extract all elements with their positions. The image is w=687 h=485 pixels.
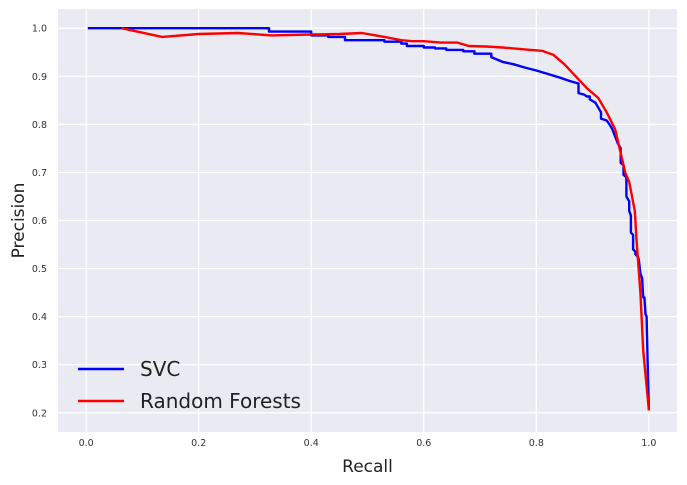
series-line-random-forests — [121, 27, 651, 411]
legend-label: SVC — [140, 357, 180, 381]
y-tick-label: 0.2 — [32, 408, 47, 419]
y-tick-label: 0.8 — [32, 120, 47, 131]
y-tick-label: 0.3 — [32, 360, 47, 371]
y-axis-label: Precision — [9, 183, 29, 259]
tick-labels: 0.0 0.2 0.4 0.6 0.8 1.0 0.2 0.3 0.4 0.5 0.6 0.7 0.8 0… — [32, 24, 657, 449]
series-lines — [87, 27, 651, 411]
x-axis-label: Recall — [342, 457, 393, 477]
y-tick-label: 0.7 — [32, 168, 47, 179]
legend: SVC Random Forests — [78, 357, 301, 413]
y-tick-label: 0.9 — [32, 72, 47, 83]
y-tick-label: 0.5 — [32, 264, 47, 275]
y-tick-label: 0.4 — [32, 312, 47, 323]
x-tick-label: 0.0 — [79, 438, 94, 449]
y-tick-label: 1.0 — [32, 24, 47, 35]
x-tick-label: 0.8 — [529, 438, 544, 449]
x-tick-label: 0.6 — [416, 438, 431, 449]
x-tick-label: 0.4 — [304, 438, 319, 449]
grid-lines — [58, 9, 677, 432]
legend-label: Random Forests — [140, 389, 301, 413]
x-tick-label: 0.2 — [191, 438, 206, 449]
series-line-svc — [87, 27, 651, 411]
y-tick-label: 0.6 — [32, 216, 47, 227]
x-tick-label: 1.0 — [641, 438, 656, 449]
